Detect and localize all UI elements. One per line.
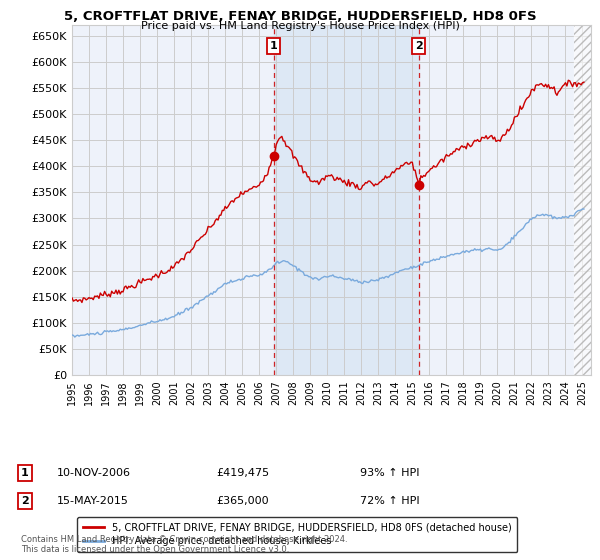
Text: 5, CROFTFLAT DRIVE, FENAY BRIDGE, HUDDERSFIELD, HD8 0FS: 5, CROFTFLAT DRIVE, FENAY BRIDGE, HUDDER… [64, 10, 536, 23]
Text: 1: 1 [21, 468, 29, 478]
Text: 2: 2 [21, 496, 29, 506]
Text: 1: 1 [270, 41, 278, 51]
Text: £365,000: £365,000 [216, 496, 269, 506]
Bar [574, 25, 591, 375]
Text: Price paid vs. HM Land Registry's House Price Index (HPI): Price paid vs. HM Land Registry's House … [140, 21, 460, 31]
Text: 15-MAY-2015: 15-MAY-2015 [57, 496, 129, 506]
Text: Contains HM Land Registry data © Crown copyright and database right 2024.
This d: Contains HM Land Registry data © Crown c… [21, 535, 347, 554]
Bar [574, 25, 591, 375]
Text: 2: 2 [415, 41, 422, 51]
Text: 10-NOV-2006: 10-NOV-2006 [57, 468, 131, 478]
Text: £419,475: £419,475 [216, 468, 269, 478]
Text: 93% ↑ HPI: 93% ↑ HPI [360, 468, 419, 478]
Text: 72% ↑ HPI: 72% ↑ HPI [360, 496, 419, 506]
Bar [274, 25, 419, 375]
Legend: 5, CROFTFLAT DRIVE, FENAY BRIDGE, HUDDERSFIELD, HD8 0FS (detached house), HPI: A: 5, CROFTFLAT DRIVE, FENAY BRIDGE, HUDDER… [77, 516, 517, 552]
